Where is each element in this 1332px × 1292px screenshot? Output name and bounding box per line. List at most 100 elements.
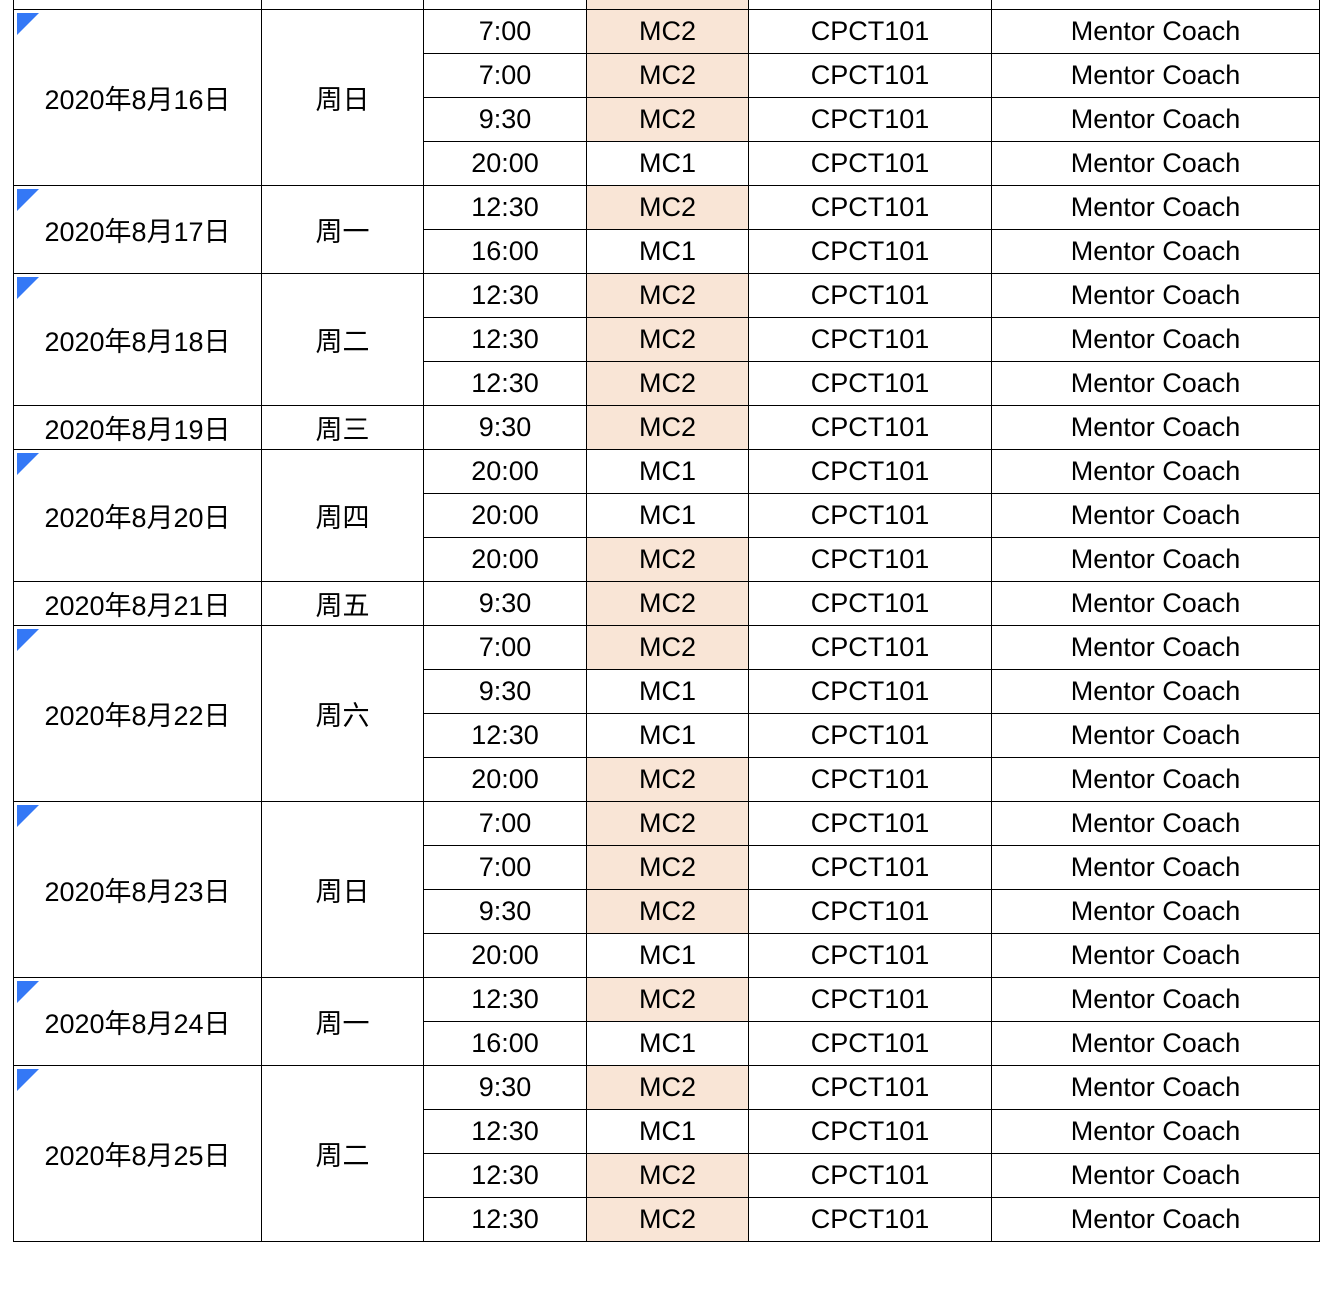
mc-cell[interactable]: MC1: [586, 933, 749, 978]
time-cell[interactable]: 16:00: [423, 1021, 587, 1066]
date-cell[interactable]: 2020年8月22日: [13, 625, 262, 802]
role-cell[interactable]: Mentor Coach: [991, 229, 1320, 274]
weekday-cell[interactable]: 周二: [261, 273, 424, 406]
role-cell[interactable]: Mentor Coach: [991, 625, 1320, 670]
course-code-cell[interactable]: CPCT101: [748, 757, 992, 802]
course-code-cell[interactable]: CPCT101: [748, 185, 992, 230]
mc-cell[interactable]: MC1: [586, 229, 749, 274]
mc-cell[interactable]: MC2: [586, 405, 749, 450]
role-cell[interactable]: Mentor Coach: [991, 9, 1320, 54]
course-code-cell[interactable]: CPCT101: [748, 53, 992, 98]
role-cell[interactable]: Mentor Coach: [991, 53, 1320, 98]
mc-cell[interactable]: MC1: [586, 1109, 749, 1154]
weekday-cell[interactable]: 周四: [261, 449, 424, 582]
mc-cell[interactable]: MC2: [586, 185, 749, 230]
comment-marker-icon[interactable]: [17, 189, 39, 211]
time-cell[interactable]: 12:30: [423, 713, 587, 758]
course-code-cell[interactable]: CPCT101: [748, 229, 992, 274]
role-cell[interactable]: Mentor Coach: [991, 537, 1320, 582]
course-code-cell[interactable]: CPCT101: [748, 1197, 992, 1242]
time-cell[interactable]: 9:30: [423, 889, 587, 934]
role-cell[interactable]: Mentor Coach: [991, 757, 1320, 802]
course-code-cell[interactable]: CPCT101: [748, 317, 992, 362]
time-cell[interactable]: 9:30: [423, 1065, 587, 1110]
weekday-cell[interactable]: 周一: [261, 977, 424, 1066]
role-cell[interactable]: Mentor Coach: [991, 801, 1320, 846]
role-cell[interactable]: Mentor Coach: [991, 97, 1320, 142]
course-code-cell[interactable]: CPCT101: [748, 273, 992, 318]
course-code-cell[interactable]: CPCT101: [748, 9, 992, 54]
course-code-cell[interactable]: CPCT101: [748, 977, 992, 1022]
mc-cell[interactable]: MC2: [586, 537, 749, 582]
time-cell[interactable]: 7:00: [423, 801, 587, 846]
mc-cell[interactable]: MC2: [586, 97, 749, 142]
role-cell[interactable]: Mentor Coach: [991, 141, 1320, 186]
course-code-cell[interactable]: CPCT101: [748, 1109, 992, 1154]
mc-cell[interactable]: MC2: [586, 889, 749, 934]
time-cell[interactable]: 7:00: [423, 9, 587, 54]
mc-cell[interactable]: MC2: [586, 273, 749, 318]
time-cell[interactable]: 20:00: [423, 141, 587, 186]
time-cell[interactable]: 9:30: [423, 581, 587, 626]
role-cell[interactable]: Mentor Coach: [991, 449, 1320, 494]
cell[interactable]: [586, 0, 749, 10]
weekday-cell[interactable]: 周日: [261, 801, 424, 978]
course-code-cell[interactable]: CPCT101: [748, 537, 992, 582]
role-cell[interactable]: Mentor Coach: [991, 669, 1320, 714]
role-cell[interactable]: Mentor Coach: [991, 1197, 1320, 1242]
time-cell[interactable]: 12:30: [423, 185, 587, 230]
time-cell[interactable]: 20:00: [423, 493, 587, 538]
course-code-cell[interactable]: CPCT101: [748, 889, 992, 934]
role-cell[interactable]: Mentor Coach: [991, 317, 1320, 362]
role-cell[interactable]: Mentor Coach: [991, 581, 1320, 626]
course-code-cell[interactable]: CPCT101: [748, 1153, 992, 1198]
cell[interactable]: [423, 0, 587, 10]
time-cell[interactable]: 12:30: [423, 1109, 587, 1154]
date-cell[interactable]: 2020年8月20日: [13, 449, 262, 582]
course-code-cell[interactable]: CPCT101: [748, 845, 992, 890]
mc-cell[interactable]: MC2: [586, 757, 749, 802]
mc-cell[interactable]: MC2: [586, 581, 749, 626]
course-code-cell[interactable]: CPCT101: [748, 625, 992, 670]
weekday-cell[interactable]: 周五: [261, 581, 424, 626]
mc-cell[interactable]: MC2: [586, 317, 749, 362]
time-cell[interactable]: 12:30: [423, 1197, 587, 1242]
date-cell[interactable]: 2020年8月25日: [13, 1065, 262, 1242]
role-cell[interactable]: Mentor Coach: [991, 493, 1320, 538]
date-cell[interactable]: 2020年8月24日: [13, 977, 262, 1066]
comment-marker-icon[interactable]: [17, 981, 39, 1003]
course-code-cell[interactable]: CPCT101: [748, 405, 992, 450]
mc-cell[interactable]: MC2: [586, 361, 749, 406]
course-code-cell[interactable]: CPCT101: [748, 933, 992, 978]
mc-cell[interactable]: MC1: [586, 449, 749, 494]
weekday-cell[interactable]: 周一: [261, 185, 424, 274]
time-cell[interactable]: 9:30: [423, 97, 587, 142]
comment-marker-icon[interactable]: [17, 629, 39, 651]
weekday-cell[interactable]: 周三: [261, 405, 424, 450]
cell[interactable]: [13, 0, 262, 10]
mc-cell[interactable]: MC1: [586, 493, 749, 538]
course-code-cell[interactable]: CPCT101: [748, 1065, 992, 1110]
comment-marker-icon[interactable]: [17, 277, 39, 299]
cell[interactable]: [991, 0, 1320, 10]
course-code-cell[interactable]: CPCT101: [748, 97, 992, 142]
course-code-cell[interactable]: CPCT101: [748, 141, 992, 186]
date-cell[interactable]: 2020年8月19日: [13, 405, 262, 450]
mc-cell[interactable]: MC2: [586, 801, 749, 846]
time-cell[interactable]: 20:00: [423, 537, 587, 582]
mc-cell[interactable]: MC2: [586, 1153, 749, 1198]
role-cell[interactable]: Mentor Coach: [991, 1021, 1320, 1066]
time-cell[interactable]: 9:30: [423, 405, 587, 450]
role-cell[interactable]: Mentor Coach: [991, 1153, 1320, 1198]
mc-cell[interactable]: MC2: [586, 53, 749, 98]
mc-cell[interactable]: MC2: [586, 625, 749, 670]
course-code-cell[interactable]: CPCT101: [748, 581, 992, 626]
mc-cell[interactable]: MC1: [586, 141, 749, 186]
course-code-cell[interactable]: CPCT101: [748, 449, 992, 494]
time-cell[interactable]: 7:00: [423, 53, 587, 98]
weekday-cell[interactable]: 周六: [261, 625, 424, 802]
time-cell[interactable]: 7:00: [423, 625, 587, 670]
date-cell[interactable]: 2020年8月18日: [13, 273, 262, 406]
date-cell[interactable]: 2020年8月16日: [13, 9, 262, 186]
comment-marker-icon[interactable]: [17, 453, 39, 475]
